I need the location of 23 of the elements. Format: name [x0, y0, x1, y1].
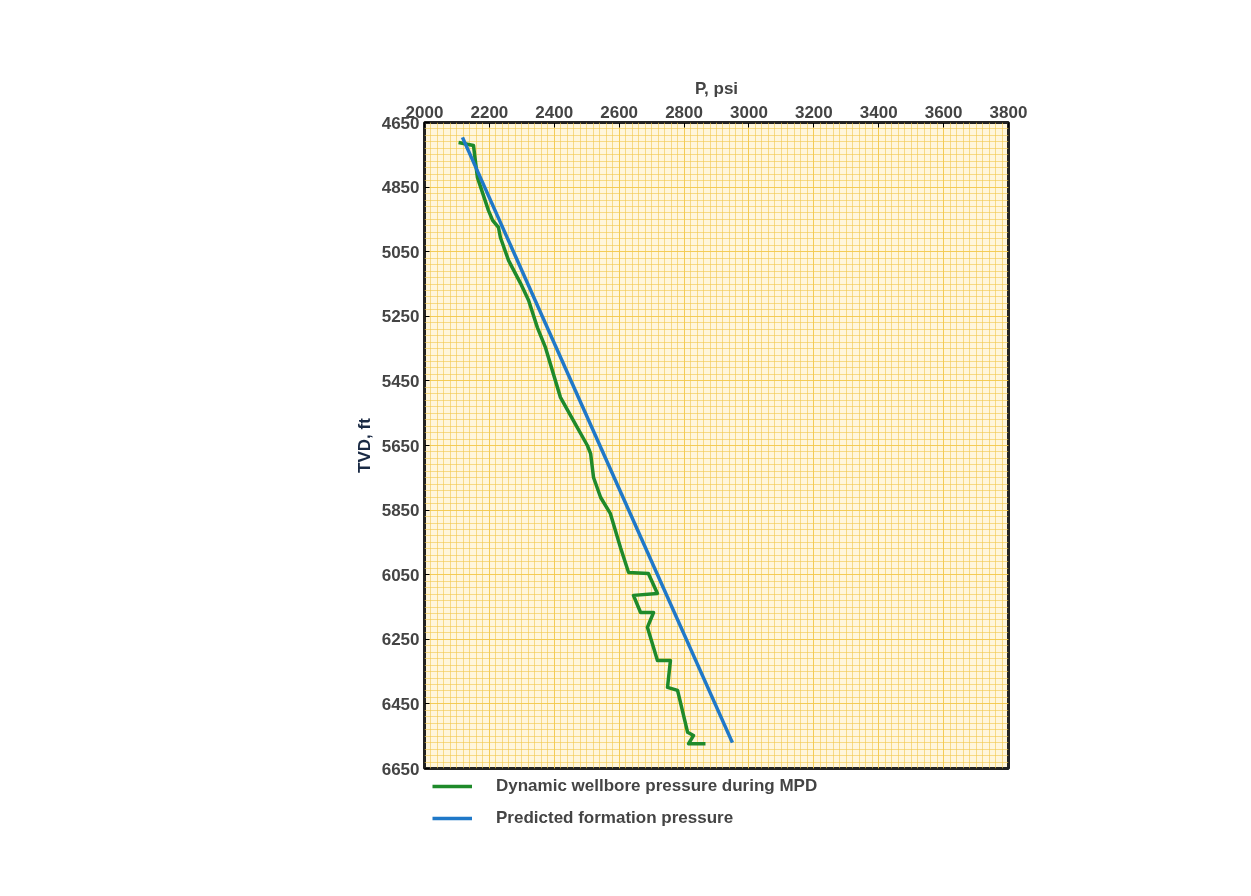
y-axis-title: TVD, ft	[354, 417, 374, 473]
y-tick-label: 5650	[381, 436, 420, 456]
y-tick-label: 5250	[381, 307, 420, 327]
x-tick-label: 2800	[665, 102, 703, 122]
y-tick-label: 6650	[381, 759, 420, 779]
x-tick-label: 2200	[470, 102, 509, 122]
x-tick-label: 3400	[859, 102, 898, 122]
y-tick-label: 5850	[381, 501, 420, 521]
y-tick-label: 4850	[381, 178, 420, 198]
y-tick-label: 5050	[381, 242, 420, 262]
legend-label: Predicted formation pressure	[496, 808, 734, 828]
legend-label: Dynamic wellbore pressure during MPD	[496, 776, 818, 796]
x-axis-title: P, psi	[694, 78, 739, 98]
x-tick-label: 3600	[924, 102, 963, 122]
x-tick-label: 2400	[535, 102, 574, 122]
y-tick-label: 6250	[381, 630, 420, 650]
x-tick-label: 3200	[794, 102, 833, 122]
x-tick-label: 2600	[600, 102, 639, 122]
y-tick-label: 6050	[381, 565, 420, 585]
x-tick-label: 3800	[989, 102, 1028, 122]
x-tick-label: 3000	[730, 102, 768, 122]
y-tick-label: 6450	[381, 694, 420, 714]
y-tick-label: 5450	[381, 371, 420, 391]
